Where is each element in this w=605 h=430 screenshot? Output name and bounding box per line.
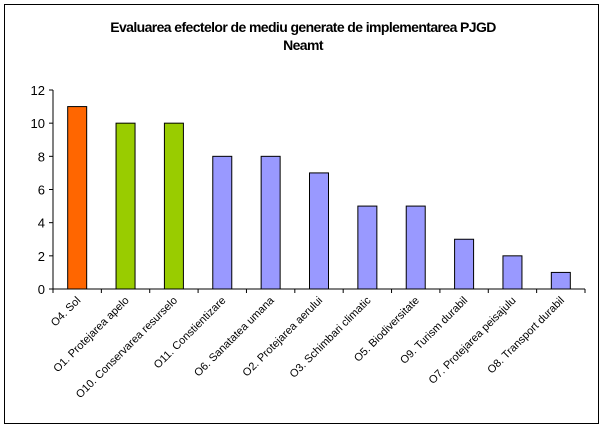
chart-title-line-1: Evaluarea efectelor de mediu generate de… [110,19,496,35]
x-category-label: O2. Protejarea aerului [241,295,326,380]
y-tick-label: 12 [31,83,45,98]
bar [67,106,88,290]
y-tick-label: 0 [38,282,45,297]
bar [357,205,378,290]
bar [405,205,426,290]
y-tick-label: 6 [38,183,45,198]
bar [163,122,184,290]
x-category-label: O3. Schimbari climatic [288,294,374,380]
y-tick-label: 10 [31,116,45,131]
bar [502,255,523,290]
chart-frame: Evaluarea efectelor de mediu generate de… [4,4,599,424]
y-tick-label: 2 [38,249,45,264]
bar [115,122,136,290]
y-tick-label: 4 [38,216,45,231]
y-tick-label: 8 [38,149,45,164]
bar [309,172,329,290]
bar-chart: Evaluarea efectelor de mediu generate de… [31,19,586,401]
bar [260,155,281,290]
chart-title-line-2: Neamt [283,37,324,53]
x-category-label: O6. Sanatatea umana [192,294,277,379]
x-category-label: O10. Conservarea resurselo [74,295,180,401]
bar [212,155,233,290]
bar [550,271,571,290]
x-category-label: O7. Protejarea peisajulu [427,295,519,387]
bar [454,238,475,290]
x-category-label: O4. Sol [49,295,83,329]
